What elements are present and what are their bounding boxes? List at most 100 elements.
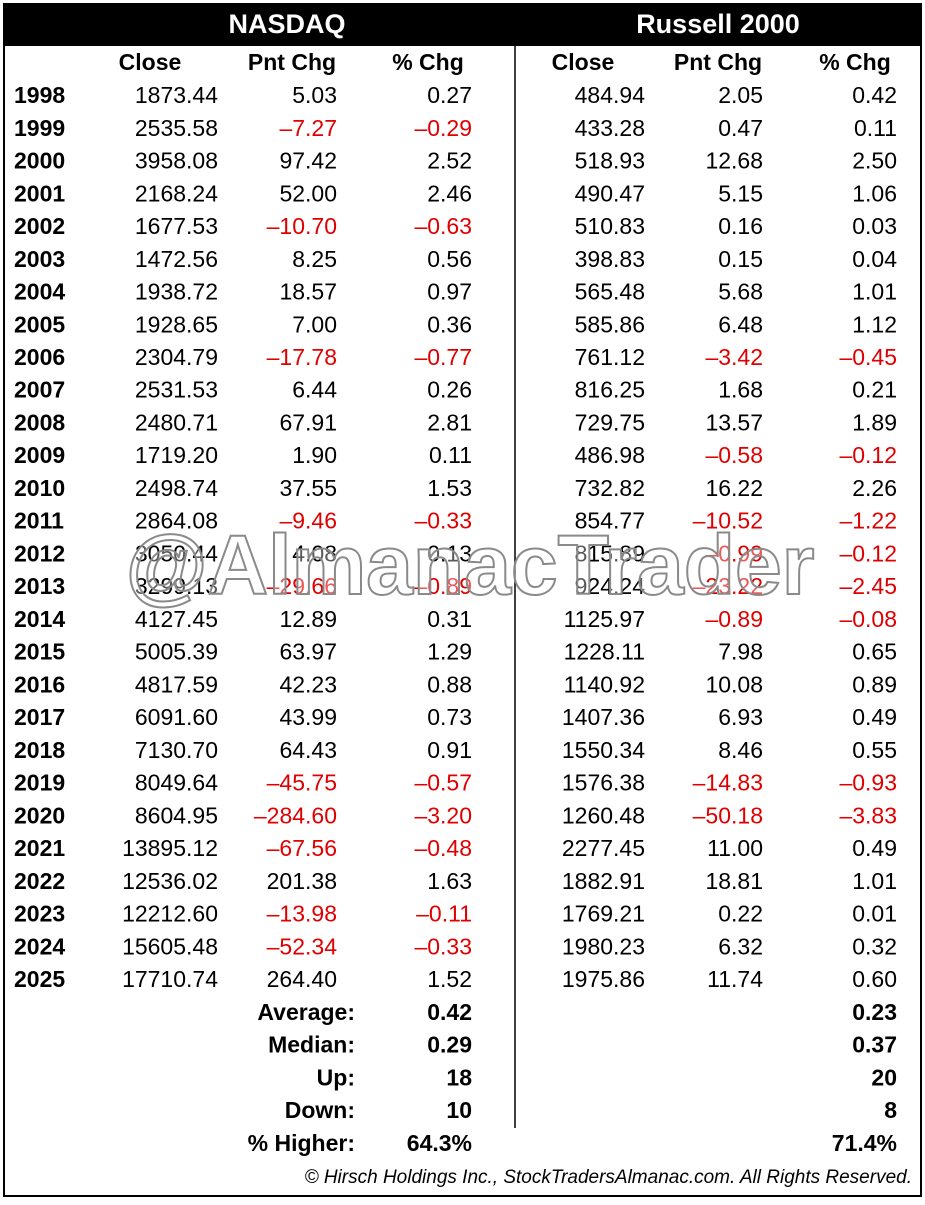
- value-cell: 201.38: [267, 868, 337, 894]
- value-cell: 11.00: [707, 835, 763, 861]
- value-cell: –52.34: [267, 933, 338, 959]
- value-cell: 1980.23: [562, 933, 645, 959]
- value-cell: 0.22: [718, 901, 763, 927]
- year-cell: 2018: [14, 737, 65, 763]
- value-cell: –0.45: [839, 344, 897, 370]
- value-cell: 3299.13: [135, 573, 218, 599]
- value-cell: 7.98: [718, 639, 763, 665]
- value-cell: –0.58: [705, 442, 763, 468]
- value-cell: 486.98: [575, 442, 645, 468]
- value-cell: 924.24: [575, 573, 646, 599]
- value-cell: 1.01: [852, 279, 897, 305]
- value-cell: 37.55: [279, 475, 337, 501]
- column-header: % Chg: [819, 49, 891, 75]
- value-cell: 0.47: [718, 115, 763, 141]
- value-cell: 11.74: [707, 966, 763, 992]
- value-cell: 761.12: [575, 344, 645, 370]
- value-cell: 0.11: [429, 442, 472, 468]
- value-cell: 13895.12: [122, 835, 218, 861]
- summary-label: Up:: [317, 1064, 355, 1090]
- value-cell: 2.81: [427, 409, 472, 435]
- year-cell: 2016: [14, 671, 65, 697]
- value-cell: 0.65: [852, 639, 897, 665]
- value-cell: 2.52: [427, 148, 472, 174]
- value-cell: 8604.95: [135, 802, 218, 828]
- year-cell: 2005: [14, 311, 65, 337]
- year-cell: 2003: [14, 246, 65, 272]
- value-cell: 18.57: [279, 279, 337, 305]
- value-cell: 0.15: [718, 246, 763, 272]
- value-cell: 2168.24: [135, 180, 218, 206]
- year-cell: 2017: [14, 704, 65, 730]
- value-cell: 0.36: [427, 311, 472, 337]
- year-cell: 2021: [14, 835, 65, 861]
- year-cell: 2015: [14, 639, 65, 665]
- value-cell: 433.28: [575, 115, 645, 141]
- value-cell: –0.48: [414, 835, 472, 861]
- value-cell: 12536.02: [122, 868, 218, 894]
- column-header: Pnt Chg: [248, 49, 336, 75]
- value-cell: 729.75: [575, 409, 645, 435]
- year-cell: 2002: [14, 213, 65, 239]
- value-cell: –23.22: [693, 573, 763, 599]
- value-cell: 0.26: [427, 377, 472, 403]
- summary-value: 0.23: [852, 999, 897, 1025]
- value-cell: 2304.79: [135, 344, 218, 370]
- value-cell: 1260.48: [562, 802, 645, 828]
- value-cell: –67.56: [267, 835, 337, 861]
- column-header: % Chg: [392, 49, 464, 75]
- value-cell: 0.91: [427, 737, 472, 763]
- value-cell: 0.16: [718, 213, 763, 239]
- value-cell: –3.83: [839, 802, 897, 828]
- header-bar: [4, 4, 921, 46]
- value-cell: 264.40: [267, 966, 337, 992]
- value-cell: 1873.44: [135, 82, 218, 108]
- value-cell: 585.86: [575, 311, 645, 337]
- value-cell: 1938.72: [135, 279, 218, 305]
- value-cell: –50.18: [693, 802, 763, 828]
- value-cell: 2.26: [852, 475, 897, 501]
- value-cell: 8.25: [292, 246, 337, 272]
- value-cell: –0.33: [414, 508, 472, 534]
- value-cell: 42.23: [279, 671, 337, 697]
- year-cell: 1999: [14, 115, 65, 141]
- value-cell: 1.06: [852, 180, 897, 206]
- value-cell: 0.55: [852, 737, 897, 763]
- value-cell: 6091.60: [135, 704, 218, 730]
- footer: © Hirsch Holdings Inc., StockTradersAlma…: [305, 1167, 912, 1188]
- value-cell: –45.75: [267, 770, 337, 796]
- value-cell: 1719.20: [135, 442, 218, 468]
- year-cell: 2010: [14, 475, 65, 501]
- value-cell: 2277.45: [562, 835, 645, 861]
- value-cell: 0.04: [852, 246, 897, 272]
- value-cell: 1.12: [852, 311, 897, 337]
- value-cell: 0.32: [852, 933, 897, 959]
- value-cell: 5005.39: [135, 639, 218, 665]
- value-cell: 1125.97: [564, 606, 645, 632]
- value-cell: 2535.58: [135, 115, 218, 141]
- year-cell: 2013: [14, 573, 65, 599]
- value-cell: 1576.38: [562, 770, 645, 796]
- value-cell: 1.63: [427, 868, 472, 894]
- value-cell: 490.47: [575, 180, 645, 206]
- column-header: Close: [119, 49, 182, 75]
- summary-value: 0.42: [427, 999, 472, 1025]
- value-cell: 4.08: [292, 540, 337, 566]
- value-cell: 64.43: [279, 737, 337, 763]
- value-cell: 52.00: [279, 180, 337, 206]
- value-cell: 2498.74: [135, 475, 218, 501]
- summary-value: 10: [446, 1097, 472, 1123]
- year-cell: 2001: [14, 180, 65, 206]
- year-cell: 2011: [14, 508, 64, 534]
- value-cell: 565.48: [575, 279, 645, 305]
- value-cell: 16.22: [705, 475, 763, 501]
- value-cell: 1.29: [427, 639, 472, 665]
- value-cell: 484.94: [575, 82, 646, 108]
- year-cell: 2023: [14, 901, 65, 927]
- value-cell: 5.03: [292, 82, 337, 108]
- value-cell: –284.60: [254, 802, 337, 828]
- value-cell: 0.01: [852, 901, 897, 927]
- value-cell: 1769.21: [562, 901, 645, 927]
